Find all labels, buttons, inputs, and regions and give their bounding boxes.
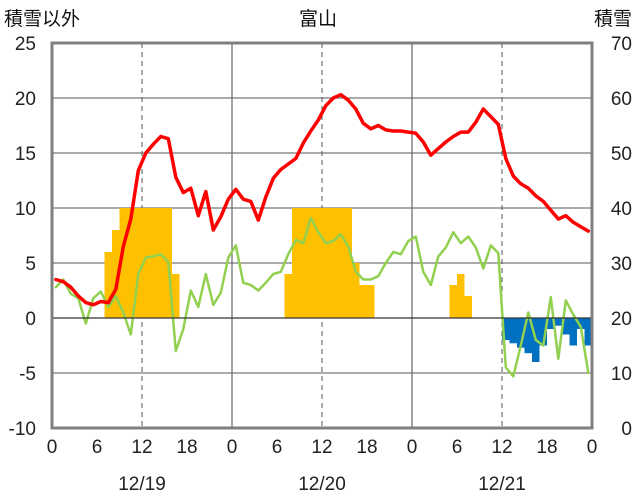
precip-bar: [142, 208, 150, 318]
x-tick-label: 0: [47, 437, 58, 458]
left-tick-label: 0: [25, 309, 36, 330]
negative-bar: [517, 318, 525, 348]
negative-bar: [562, 318, 570, 335]
left-tick-label: 25: [15, 34, 36, 55]
negative-bar: [547, 318, 555, 329]
precip-bar: [344, 208, 352, 318]
left-tick-label: 20: [15, 89, 36, 110]
x-tick-label: 6: [452, 437, 463, 458]
left-axis-label: 積雪以外: [4, 8, 80, 30]
negative-bar: [502, 318, 510, 340]
x-tick-label: 6: [272, 437, 283, 458]
precip-bar: [112, 230, 120, 318]
date-label: 12/19: [118, 474, 166, 495]
precip-bar: [157, 208, 165, 318]
precip-bar: [464, 296, 472, 318]
temperature-line: [54, 92, 591, 307]
x-tick-label: 18: [176, 437, 197, 458]
dewpoint-line: [54, 216, 590, 378]
right-tick-label: 40: [611, 199, 632, 220]
precip-bar: [329, 208, 337, 318]
right-tick-label: 20: [611, 309, 632, 330]
plot-frame: [50, 41, 594, 430]
precip-bar: [307, 208, 315, 318]
precip-bar: [292, 208, 300, 318]
precip-bar: [104, 252, 112, 318]
negative-bar: [554, 318, 562, 326]
right-tick-label: 60: [611, 89, 632, 110]
precip-bar: [457, 274, 465, 318]
left-tick-label: 15: [15, 144, 36, 165]
right-axis-label: 積雪: [594, 8, 632, 30]
x-tick-label: 0: [227, 437, 238, 458]
negative-bar: [509, 318, 517, 344]
precip-bar: [119, 208, 127, 318]
x-tick-label: 12: [131, 437, 152, 458]
x-tick-label: 18: [536, 437, 557, 458]
precip-bar: [134, 208, 142, 318]
precip-bar: [367, 285, 375, 318]
negative-bar: [539, 318, 547, 346]
right-tick-label: 0: [621, 419, 632, 440]
precip-bar: [172, 274, 180, 318]
date-label: 12/20: [298, 474, 346, 495]
negative-bar: [584, 318, 592, 346]
x-tick-label: 6: [92, 437, 103, 458]
precip-bar: [359, 285, 367, 318]
negative-bar: [524, 318, 532, 354]
precip-bar: [149, 208, 157, 318]
precip-bar: [449, 285, 457, 318]
left-tick-label: -5: [19, 364, 36, 385]
negative-bar: [577, 318, 585, 329]
labels: 積雪以外 富山 積雪 -10-5051015202501020304050607…: [4, 8, 632, 495]
x-tick-label: 0: [587, 437, 598, 458]
right-tick-label: 70: [611, 34, 632, 55]
frame: [50, 41, 594, 430]
left-tick-label: 10: [15, 199, 36, 220]
right-tick-label: 10: [611, 364, 632, 385]
left-tick-label: 5: [25, 254, 36, 275]
negative-bar: [569, 318, 577, 346]
precip-bar: [337, 208, 345, 318]
precip-bar: [352, 263, 360, 318]
chart-title: 富山: [299, 8, 337, 30]
precip-bar: [284, 274, 292, 318]
x-tick-label: 0: [407, 437, 418, 458]
x-tick-label: 12: [311, 437, 332, 458]
x-tick-label: 18: [356, 437, 377, 458]
precip-bar: [322, 208, 330, 318]
precip-bar: [127, 208, 135, 318]
precip-bar: [314, 208, 322, 318]
precip-bar: [299, 208, 307, 318]
left-tick-label: -10: [9, 419, 36, 440]
date-label: 12/21: [478, 474, 526, 495]
lines: [54, 92, 591, 378]
x-tick-label: 12: [491, 437, 512, 458]
right-tick-label: 30: [611, 254, 632, 275]
right-tick-label: 50: [611, 144, 632, 165]
